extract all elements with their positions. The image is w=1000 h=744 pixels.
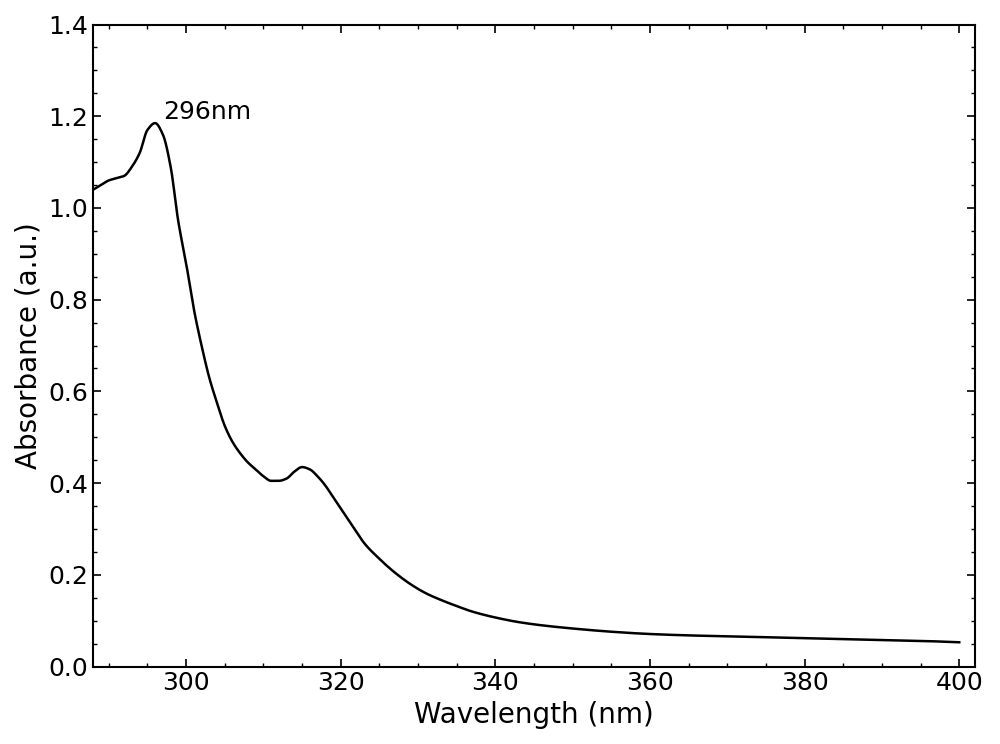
Y-axis label: Absorbance (a.u.): Absorbance (a.u.) xyxy=(15,222,43,469)
X-axis label: Wavelength (nm): Wavelength (nm) xyxy=(414,701,654,729)
Text: 296nm: 296nm xyxy=(163,100,251,124)
